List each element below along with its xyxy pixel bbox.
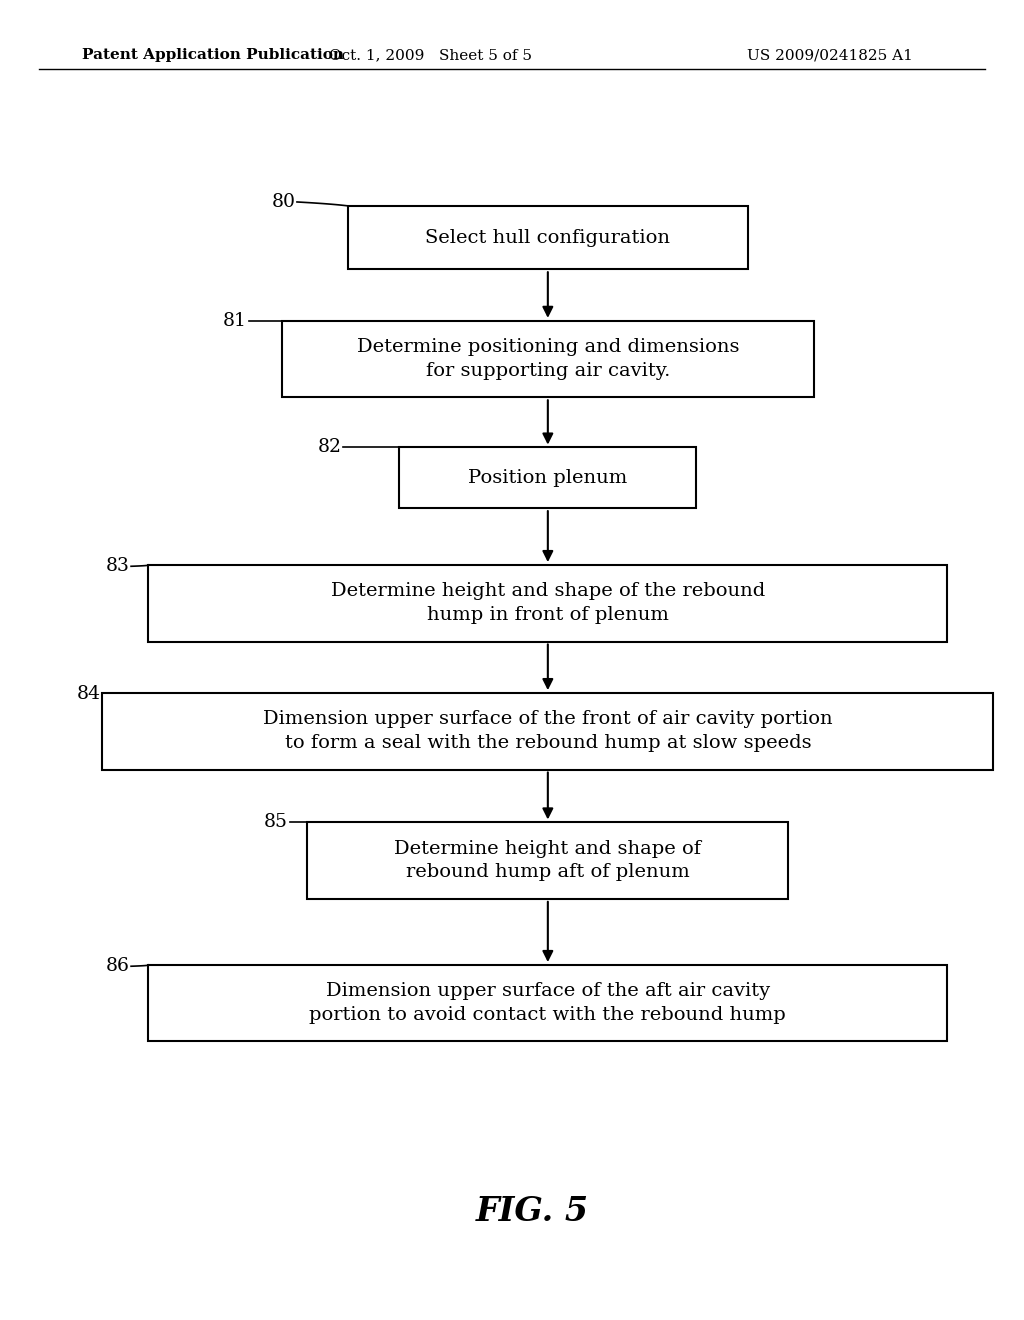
Bar <box>307 822 788 899</box>
Text: Position plenum: Position plenum <box>468 469 628 487</box>
Text: FIG. 5: FIG. 5 <box>476 1196 589 1228</box>
Text: Select hull configuration: Select hull configuration <box>425 228 671 247</box>
Bar <box>148 565 947 642</box>
Text: Dimension upper surface of the aft air cavity
portion to avoid contact with the : Dimension upper surface of the aft air c… <box>309 982 786 1024</box>
Text: 82: 82 <box>317 438 341 457</box>
Text: 83: 83 <box>105 557 129 576</box>
Bar <box>399 447 696 508</box>
Bar <box>348 206 748 269</box>
Text: 80: 80 <box>271 193 295 211</box>
Text: 81: 81 <box>223 312 247 330</box>
Bar <box>102 693 993 770</box>
Text: 86: 86 <box>105 957 129 975</box>
Text: 84: 84 <box>77 685 100 704</box>
Bar <box>148 965 947 1041</box>
Text: Dimension upper surface of the front of air cavity portion
to form a seal with t: Dimension upper surface of the front of … <box>263 710 833 752</box>
Text: Determine height and shape of the rebound
hump in front of plenum: Determine height and shape of the reboun… <box>331 582 765 624</box>
Text: 85: 85 <box>264 813 288 832</box>
Text: Determine positioning and dimensions
for supporting air cavity.: Determine positioning and dimensions for… <box>356 338 739 380</box>
Text: Oct. 1, 2009   Sheet 5 of 5: Oct. 1, 2009 Sheet 5 of 5 <box>329 49 531 62</box>
Bar <box>282 321 814 397</box>
Text: Determine height and shape of
rebound hump aft of plenum: Determine height and shape of rebound hu… <box>394 840 701 882</box>
Text: US 2009/0241825 A1: US 2009/0241825 A1 <box>746 49 912 62</box>
Text: Patent Application Publication: Patent Application Publication <box>82 49 344 62</box>
